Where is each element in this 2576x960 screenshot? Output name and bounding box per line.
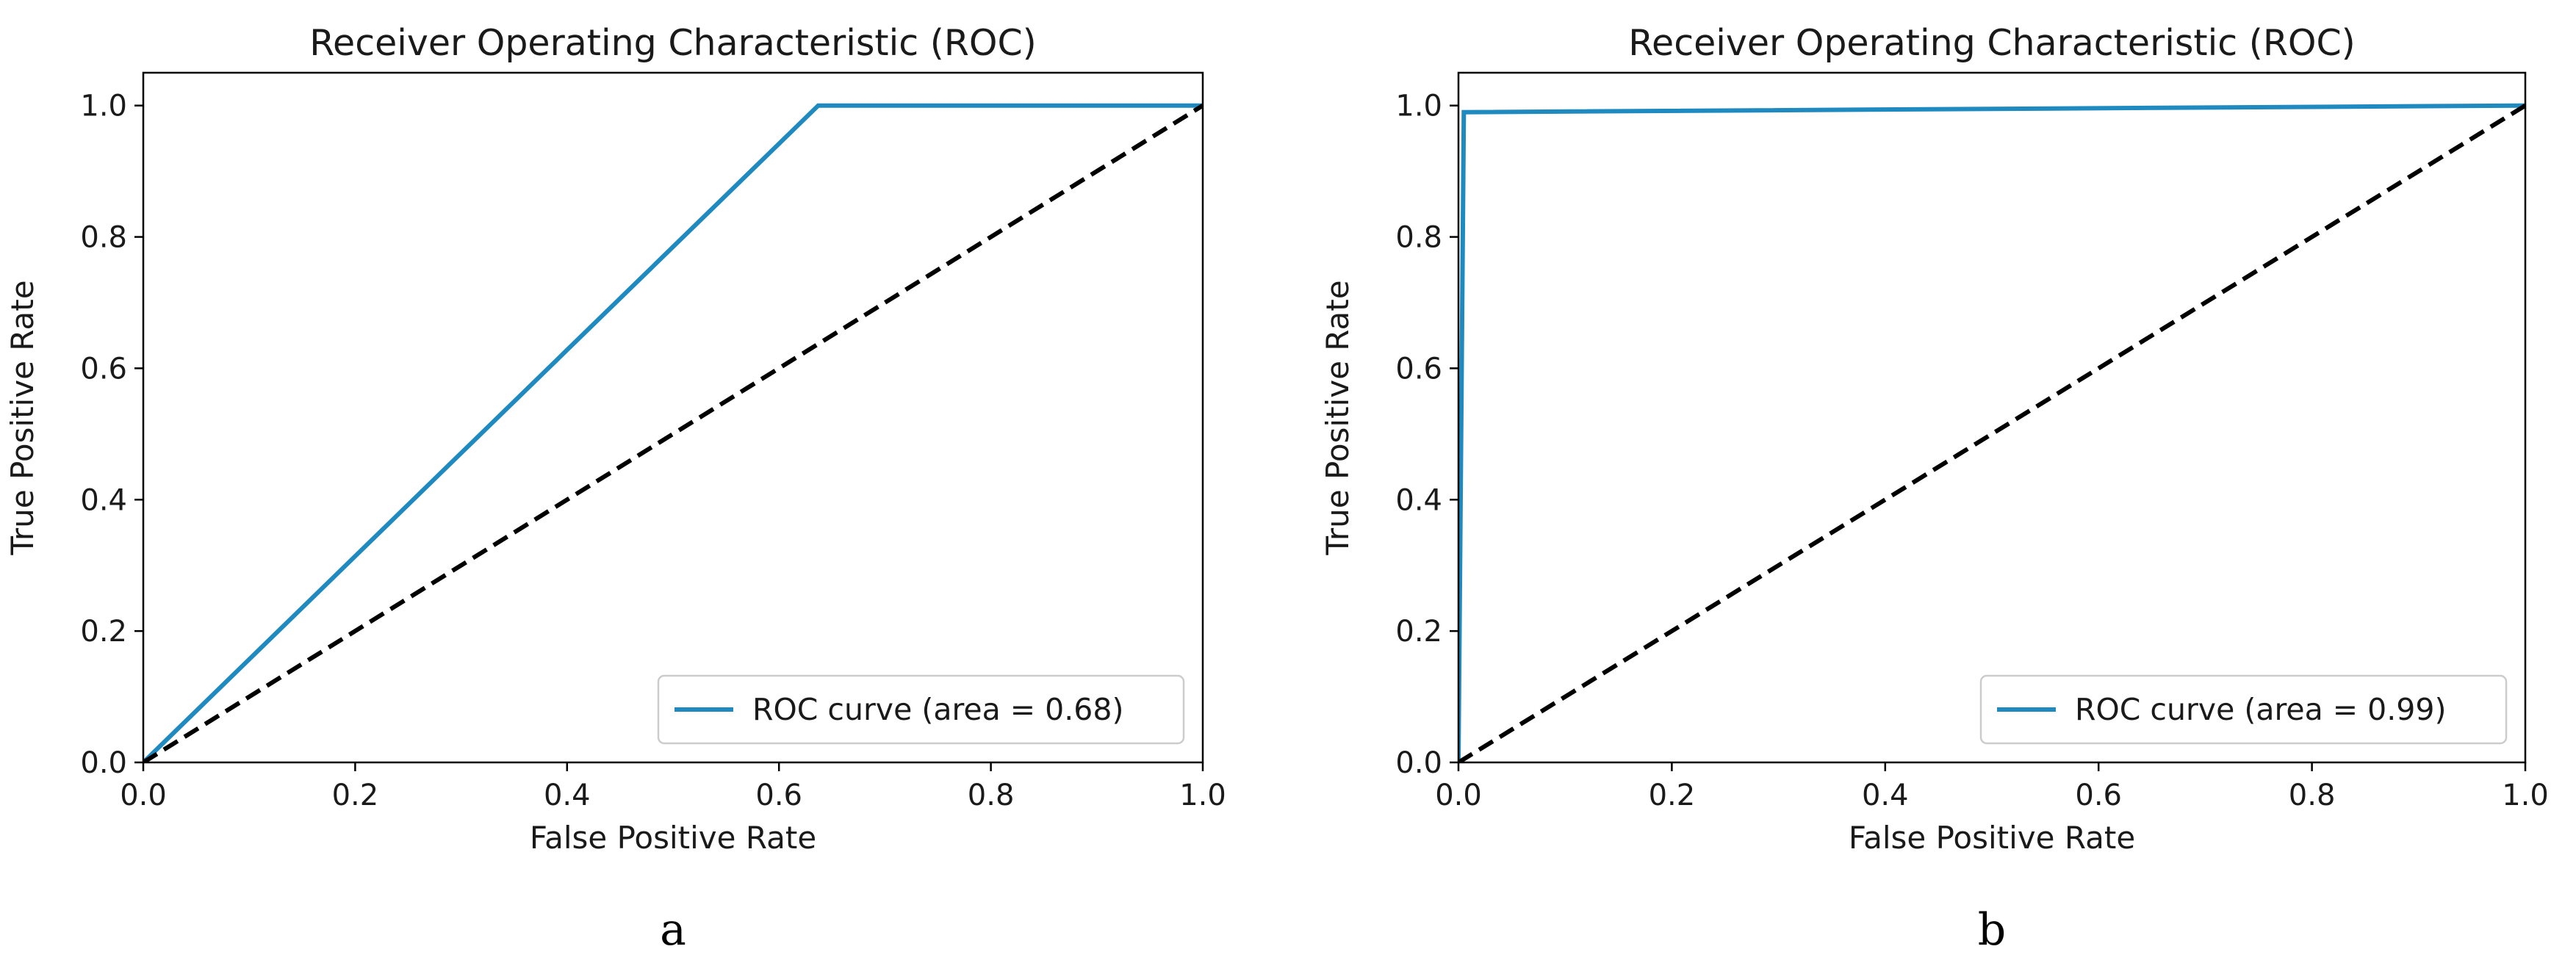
chance-diagonal-line — [1458, 104, 2525, 762]
roc-curve-line — [143, 103, 1203, 762]
roc-panel-b: Receiver Operating Characteristic (ROC) 0… — [1320, 22, 2549, 956]
x-tick-label: 0.8 — [968, 779, 1015, 812]
legend-box — [1979, 674, 2508, 745]
y-tick-label: 0.8 — [1395, 221, 1442, 255]
y-tick-label: 0.2 — [80, 615, 127, 649]
axes-frame — [1457, 71, 2527, 764]
legend-label: ROC curve (area = 0.99) — [2075, 692, 2446, 727]
y-tick-label: 0.6 — [80, 352, 127, 386]
x-tick-label: 1.0 — [1179, 779, 1226, 812]
plot-area — [143, 103, 1203, 762]
legend-box — [657, 674, 1185, 745]
y-tick-label: 1.0 — [80, 90, 127, 123]
roc-curve-line — [1458, 103, 2525, 762]
y-tick-label: 0.0 — [80, 746, 127, 780]
y-tick-label: 0.6 — [1395, 352, 1442, 386]
x-tick-label: 0.4 — [1862, 779, 1909, 812]
roc-panel-a: Receiver Operating Characteristic (ROC) 0… — [4, 22, 1226, 956]
x-tick-label: 0.0 — [120, 779, 167, 812]
axes-frame — [142, 71, 1204, 764]
x-tick-label: 0.6 — [755, 779, 802, 812]
panel-label: b — [1978, 904, 2006, 956]
legend-label: ROC curve (area = 0.68) — [752, 692, 1123, 727]
y-tick-label: 1.0 — [1395, 90, 1442, 123]
legend: ROC curve (area = 0.68) — [657, 674, 1185, 745]
x-tick-label: 0.0 — [1435, 779, 1482, 812]
x-tick-label: 0.2 — [332, 779, 379, 812]
x-tick-label: 1.0 — [2502, 779, 2549, 812]
legend: ROC curve (area = 0.99) — [1979, 674, 2508, 745]
y-axis-label: True Positive Rate — [4, 280, 40, 555]
y-tick-label: 0.4 — [80, 483, 127, 517]
x-tick-label: 0.2 — [1649, 779, 1696, 812]
chart-title: Receiver Operating Characteristic (ROC) — [1628, 22, 2356, 64]
y-tick-label: 0.8 — [80, 221, 127, 255]
panel-label: a — [660, 904, 686, 956]
plot-area — [1458, 103, 2525, 762]
y-tick-label: 0.2 — [1395, 615, 1442, 649]
y-tick-label: 0.0 — [1395, 746, 1442, 780]
chart-title: Receiver Operating Characteristic (ROC) — [309, 22, 1037, 64]
x-tick-label: 0.8 — [2289, 779, 2336, 812]
chance-diagonal-line — [143, 104, 1203, 762]
y-axis-label: True Positive Rate — [1320, 280, 1356, 555]
x-tick-label: 0.4 — [544, 779, 591, 812]
x-tick-label: 0.6 — [2075, 779, 2122, 812]
x-axis-label: False Positive Rate — [530, 820, 816, 856]
x-axis-label: False Positive Rate — [1849, 820, 2135, 856]
y-tick-label: 0.4 — [1395, 483, 1442, 517]
